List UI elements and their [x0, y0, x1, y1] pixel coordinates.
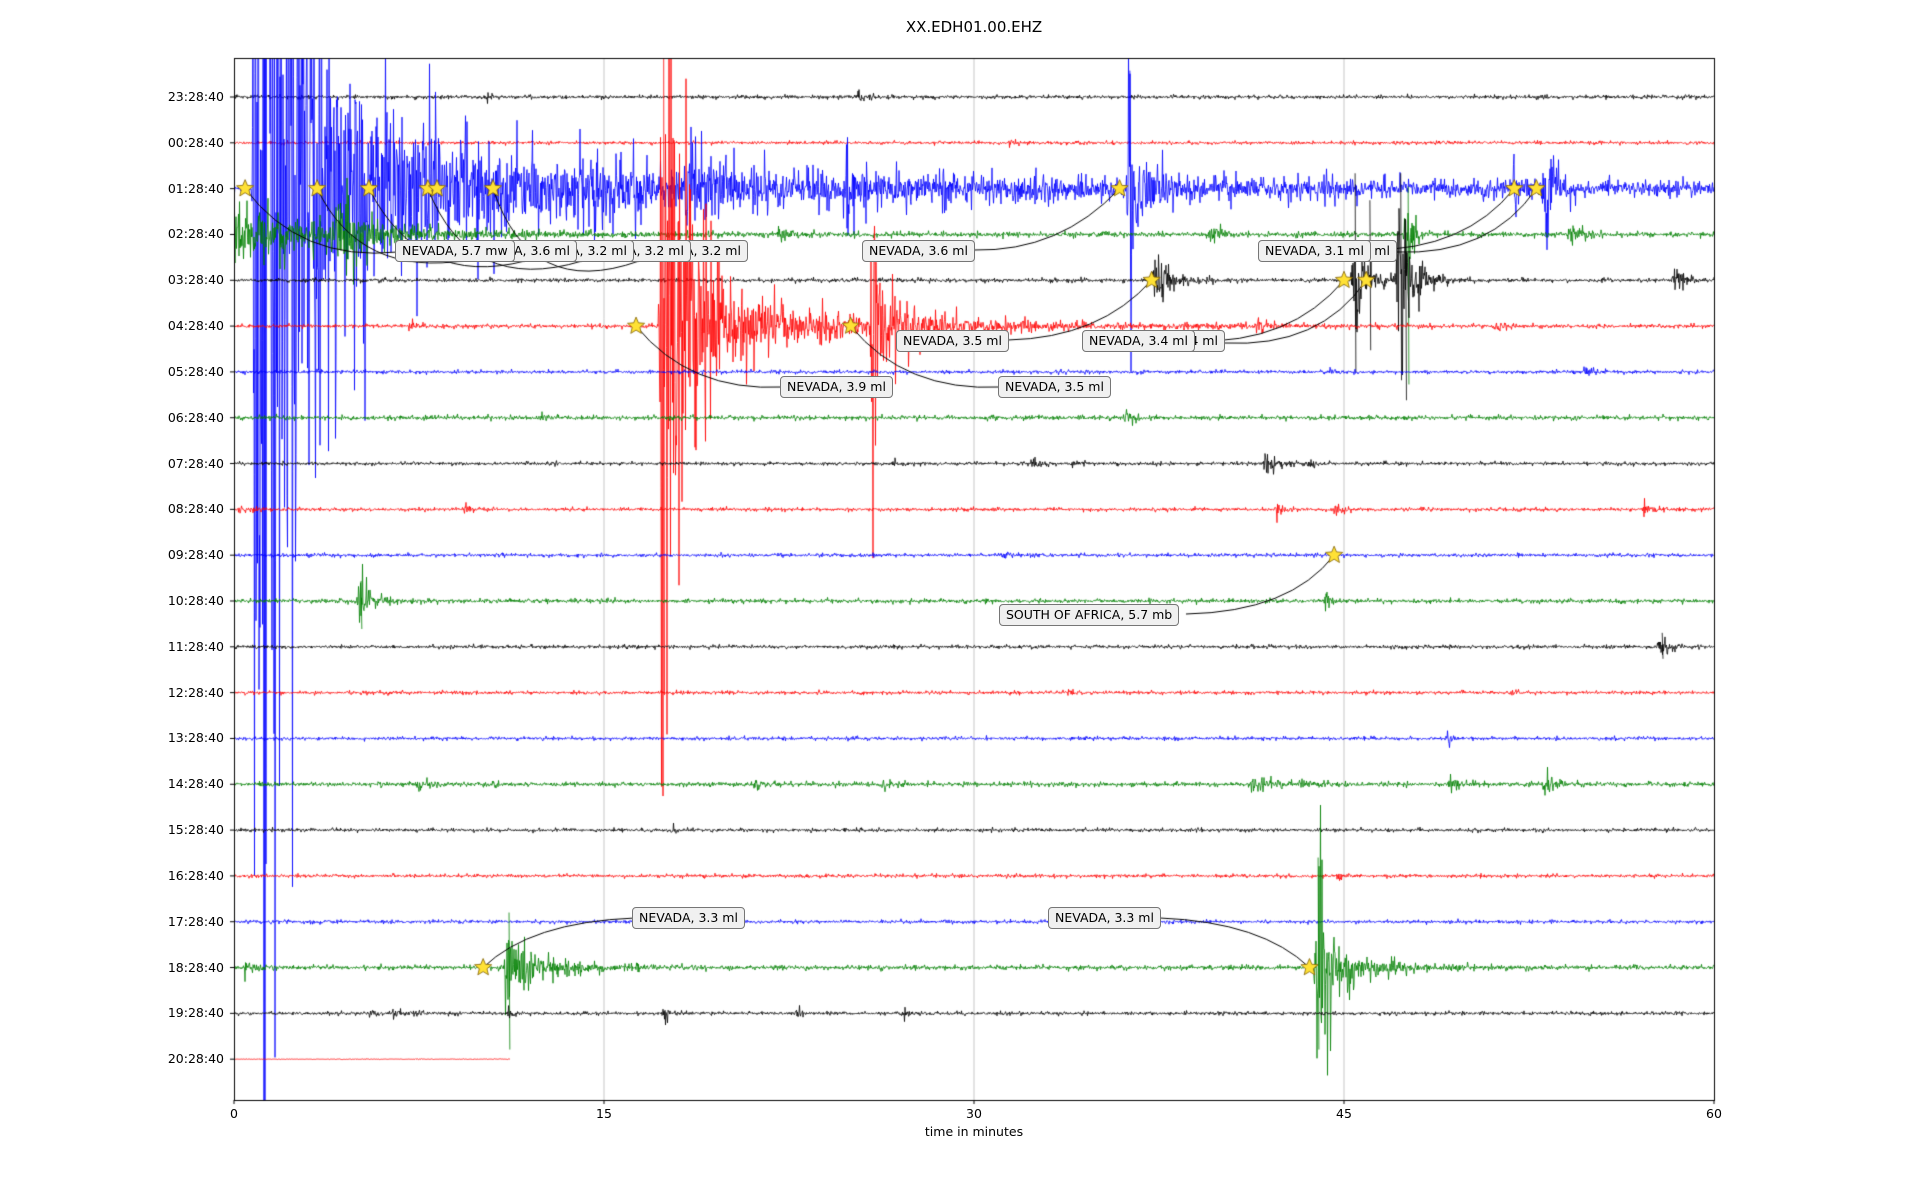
y-tick-label: 12:28:40: [167, 684, 224, 700]
y-tick-label: 20:28:40: [167, 1051, 224, 1067]
event-label: NEVADA, 3.4 ml: [1082, 330, 1195, 352]
y-tick-label: 05:28:40: [167, 363, 224, 379]
chart-title: XX.EDH01.00.EHZ: [905, 18, 1043, 36]
event-label: NEVADA, 3.3 ml: [632, 907, 745, 929]
y-tick-label: 13:28:40: [167, 730, 224, 746]
y-tick-label: 16:28:40: [167, 867, 224, 883]
x-tick-label: 15: [596, 1106, 612, 1121]
event-label: NEVADA, 5.7 mw: [395, 240, 515, 262]
event-label: NEVADA, 3.5 ml: [998, 376, 1111, 398]
y-tick-label: 07:28:40: [167, 455, 224, 471]
event-label: NEVADA, 3.5 ml: [896, 330, 1009, 352]
y-tick-label: 15:28:40: [167, 822, 224, 838]
y-tick-label: 18:28:40: [167, 959, 224, 975]
event-label: NEVADA, 3.3 ml: [1048, 907, 1161, 929]
y-tick-label: 14:28:40: [167, 776, 224, 792]
y-tick-label: 01:28:40: [167, 180, 224, 196]
y-tick-label: 09:28:40: [167, 547, 224, 563]
y-tick-label: 23:28:40: [167, 89, 224, 104]
y-tick-label: 06:28:40: [167, 409, 224, 425]
y-tick-label: 19:28:40: [167, 1005, 224, 1021]
y-tick-label: 00:28:40: [167, 134, 224, 150]
event-label: NEVADA, 3.9 ml: [780, 376, 893, 398]
x-tick-label: 60: [1706, 1106, 1722, 1121]
x-tick-label: 30: [966, 1106, 982, 1121]
y-tick-label: 03:28:40: [167, 272, 224, 288]
y-tick-label: 04:28:40: [167, 318, 224, 334]
event-label: SOUTH OF AFRICA, 5.7 mb: [999, 604, 1180, 626]
x-tick-label: 45: [1336, 1106, 1352, 1121]
y-tick-label: 02:28:40: [167, 226, 224, 242]
event-label: NEVADA, 3.1 ml: [1258, 240, 1371, 262]
y-tick-label: 17:28:40: [167, 913, 224, 929]
y-tick-label: 10:28:40: [167, 592, 224, 608]
event-label: NEVADA, 3.6 ml: [862, 240, 975, 262]
y-tick-label: 11:28:40: [167, 638, 224, 654]
y-tick-label: 08:28:40: [167, 501, 224, 517]
x-tick-label: 0: [230, 1106, 238, 1121]
x-axis-label: time in minutes: [924, 1124, 1024, 1139]
